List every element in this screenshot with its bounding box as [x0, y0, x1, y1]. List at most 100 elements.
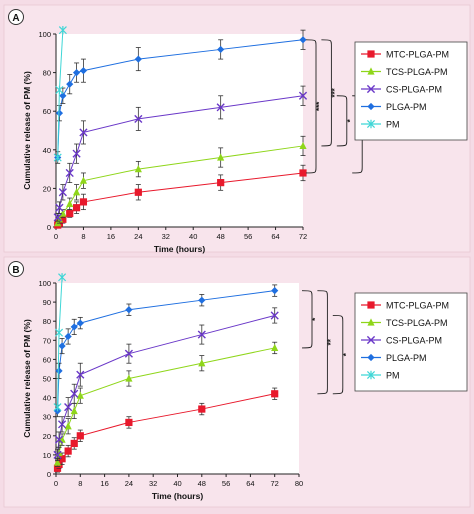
- panel-label-badge: [8, 261, 24, 277]
- data-point-square: [79, 198, 88, 206]
- data-point-diamond: [76, 319, 84, 327]
- legend-marker-asterisk: [366, 119, 376, 129]
- y-tick-label: 80: [43, 317, 51, 326]
- series-cs-plga-pm: [53, 307, 279, 462]
- x-tick-label: 16: [100, 479, 108, 488]
- y-tick-label: 60: [43, 107, 51, 116]
- data-point-triangle: [79, 176, 88, 184]
- legend: MTC-PLGA-PM TCS-PLGA-PM CS-PLGA-PM PLGA-PM P…: [354, 41, 468, 141]
- significance-label: *: [346, 118, 355, 122]
- x-axis-label: Time (hours): [154, 244, 205, 254]
- data-point-triangle: [66, 199, 74, 207]
- panel-label-badge: [8, 9, 24, 25]
- significance-bracket: [332, 315, 344, 395]
- legend-marker-square: [367, 50, 375, 58]
- panel-B: B 0 10 20 30 40 50 60 70 80 90 100 0 8 16 24 32 40 48 56 64 7…: [3, 256, 471, 508]
- legend-label: PLGA-PM: [386, 353, 427, 363]
- data-point-x: [124, 349, 133, 358]
- data-point-diamond: [64, 332, 72, 341]
- significance-bracket: [305, 39, 317, 174]
- y-tick-label: 10: [43, 451, 51, 460]
- x-tick-label: 72: [271, 479, 279, 488]
- data-point-triangle: [72, 188, 81, 196]
- legend-label: TCS-PLGA-PM: [386, 318, 448, 328]
- data-point-square: [271, 390, 279, 398]
- x-tick-label: 32: [149, 479, 157, 488]
- x-tick-label: 64: [271, 232, 279, 241]
- data-point-x: [79, 128, 88, 137]
- data-point-square: [299, 169, 307, 177]
- data-point-square: [64, 447, 72, 455]
- significance-label: **: [326, 338, 335, 345]
- data-point-x: [76, 370, 85, 379]
- y-tick-label: 30: [43, 413, 51, 422]
- legend-marker-diamond: [367, 102, 375, 111]
- y-tick-label: 100: [38, 279, 51, 288]
- series-plga-pm: [53, 284, 279, 418]
- legend-label: MTC-PLGA-PM: [386, 50, 449, 60]
- series-pm: [53, 273, 67, 412]
- data-point-x: [197, 330, 206, 339]
- significance-bracket: [321, 39, 332, 147]
- data-point-diamond: [55, 109, 64, 117]
- legend-marker-square: [367, 301, 375, 309]
- data-point-x: [216, 103, 225, 112]
- data-point-x: [270, 311, 279, 320]
- y-tick-label: 70: [43, 336, 51, 345]
- y-tick-label: 40: [43, 394, 51, 403]
- x-tick-label: 0: [54, 479, 58, 488]
- data-point-x: [53, 450, 62, 459]
- y-tick-label: 80: [43, 69, 51, 78]
- data-point-triangle: [217, 153, 225, 161]
- y-tick-label: 60: [43, 355, 51, 364]
- data-point-square: [66, 209, 74, 218]
- data-point-triangle: [54, 219, 62, 227]
- legend-label: MTC-PLGA-PM: [386, 301, 449, 311]
- x-tick-label: 24: [125, 479, 133, 488]
- legend-label: TCS-PLGA-PM: [386, 67, 448, 77]
- data-point-diamond: [59, 92, 67, 100]
- data-point-triangle: [299, 141, 307, 150]
- x-tick-label: 56: [244, 232, 252, 241]
- x-tick-label: 32: [162, 232, 170, 241]
- data-point-triangle: [125, 374, 133, 382]
- data-point-asterisk: [58, 273, 67, 282]
- plot-area: [56, 34, 303, 227]
- y-tick-label: 100: [38, 30, 51, 39]
- data-point-asterisk: [55, 85, 64, 95]
- y-tick-label: 20: [43, 432, 51, 441]
- data-point-square: [125, 418, 133, 427]
- legend: MTC-PLGA-PM TCS-PLGA-PM CS-PLGA-PM PLGA-PM P…: [354, 292, 468, 392]
- x-tick-label: 24: [134, 232, 142, 241]
- data-point-diamond: [271, 287, 279, 295]
- legend-marker-x: [366, 84, 376, 94]
- data-point-diamond: [79, 67, 88, 75]
- legend-marker-diamond: [367, 353, 375, 362]
- data-point-x: [65, 168, 74, 178]
- data-point-x: [54, 435, 64, 444]
- data-point-diamond: [217, 45, 225, 54]
- data-point-diamond: [70, 323, 78, 331]
- data-point-x: [55, 203, 64, 212]
- data-point-x: [57, 420, 67, 429]
- significance-label: ***: [315, 101, 324, 111]
- x-tick-label: 16: [107, 232, 115, 241]
- data-point-square: [72, 204, 81, 212]
- significance-label: ***: [330, 87, 339, 97]
- data-point-x: [298, 91, 308, 100]
- panel-A: A 0 20 40 60 80 100 0 8 16 24 32 40 48 56 64 72 Time (hou…: [3, 4, 471, 254]
- data-point-square: [217, 179, 225, 187]
- x-tick-label: 40: [189, 232, 197, 241]
- x-axis-label: Time (hours): [152, 491, 203, 501]
- data-point-square: [76, 432, 84, 440]
- significance-bracket: [336, 95, 348, 147]
- y-tick-label: 40: [43, 146, 51, 155]
- legend-label: PM: [386, 120, 400, 130]
- legend-marker-asterisk: [366, 370, 376, 380]
- data-point-x: [70, 389, 79, 398]
- x-tick-label: 72: [299, 232, 307, 241]
- panel-label: B: [12, 265, 19, 276]
- data-point-diamond: [299, 36, 307, 44]
- data-point-diamond: [66, 80, 74, 88]
